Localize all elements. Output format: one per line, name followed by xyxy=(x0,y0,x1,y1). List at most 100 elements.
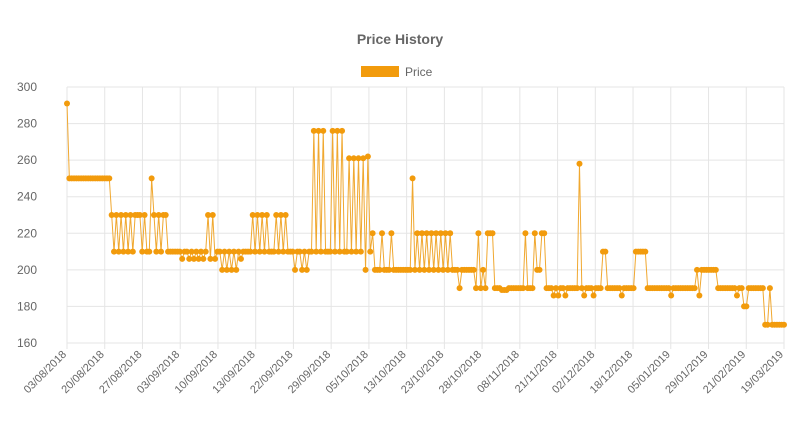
price-point[interactable] xyxy=(146,248,153,255)
price-point[interactable] xyxy=(334,127,341,134)
price-point[interactable] xyxy=(139,248,146,255)
price-point[interactable] xyxy=(176,248,183,255)
price-point[interactable] xyxy=(355,155,362,162)
price-point[interactable] xyxy=(743,303,750,310)
price-point[interactable] xyxy=(473,285,480,292)
price-point[interactable] xyxy=(616,285,623,292)
price-point[interactable] xyxy=(696,292,703,299)
price-point[interactable] xyxy=(531,230,538,237)
price-point[interactable] xyxy=(442,230,449,237)
price-point[interactable] xyxy=(416,266,423,273)
price-point[interactable] xyxy=(256,248,263,255)
price-point[interactable] xyxy=(691,285,698,292)
price-point[interactable] xyxy=(190,255,197,262)
price-point[interactable] xyxy=(712,266,719,273)
price-point[interactable] xyxy=(221,248,228,255)
price-point[interactable] xyxy=(597,285,604,292)
price-point[interactable] xyxy=(148,175,155,182)
price-point[interactable] xyxy=(230,248,237,255)
price-point[interactable] xyxy=(64,100,70,107)
price-point[interactable] xyxy=(590,292,597,299)
price-point[interactable] xyxy=(113,212,120,218)
price-point[interactable] xyxy=(447,230,454,237)
price-point[interactable] xyxy=(522,230,529,237)
price-point[interactable] xyxy=(764,321,771,328)
price-point[interactable] xyxy=(618,292,625,299)
price-point[interactable] xyxy=(336,248,343,255)
price-point[interactable] xyxy=(320,127,327,134)
price-point[interactable] xyxy=(179,255,186,262)
price-point[interactable] xyxy=(205,212,212,218)
price-point[interactable] xyxy=(480,266,487,273)
price-point[interactable] xyxy=(766,285,773,292)
price-point[interactable] xyxy=(317,248,324,255)
price-point[interactable] xyxy=(694,266,701,273)
price-point[interactable] xyxy=(414,230,421,237)
price-point[interactable] xyxy=(376,266,383,273)
price-point[interactable] xyxy=(369,230,376,237)
price-point[interactable] xyxy=(581,292,588,299)
price-point[interactable] xyxy=(440,266,447,273)
price-point[interactable] xyxy=(362,266,369,273)
price-point[interactable] xyxy=(423,230,430,237)
price-point[interactable] xyxy=(379,230,386,237)
price-point[interactable] xyxy=(350,155,357,162)
price-point[interactable] xyxy=(574,285,581,292)
price-point[interactable] xyxy=(668,292,675,299)
price-point[interactable] xyxy=(759,285,766,292)
price-point[interactable] xyxy=(237,255,244,262)
price-point[interactable] xyxy=(433,230,440,237)
price-point[interactable] xyxy=(588,285,595,292)
price-point[interactable] xyxy=(129,248,136,255)
price-point[interactable] xyxy=(343,248,350,255)
price-point[interactable] xyxy=(127,212,134,218)
price-point[interactable] xyxy=(360,155,367,162)
price-point[interactable] xyxy=(357,248,364,255)
price-point[interactable] xyxy=(421,266,428,273)
price-point[interactable] xyxy=(150,212,157,218)
price-point[interactable] xyxy=(315,127,322,134)
price-point[interactable] xyxy=(555,292,562,299)
price-point[interactable] xyxy=(435,266,442,273)
price-point[interactable] xyxy=(475,230,482,237)
price-point[interactable] xyxy=(576,160,583,167)
price-point[interactable] xyxy=(122,212,129,218)
price-point[interactable] xyxy=(529,285,536,292)
price-point[interactable] xyxy=(444,266,451,273)
price-point[interactable] xyxy=(665,285,672,292)
price-point[interactable] xyxy=(550,292,557,299)
price-point[interactable] xyxy=(426,266,433,273)
price-point[interactable] xyxy=(578,285,585,292)
price-point[interactable] xyxy=(437,230,444,237)
price-point[interactable] xyxy=(489,230,496,237)
price-point[interactable] xyxy=(409,175,416,182)
price-point[interactable] xyxy=(223,266,230,273)
price-point[interactable] xyxy=(313,248,320,255)
price-point[interactable] xyxy=(252,248,259,255)
price-point[interactable] xyxy=(106,175,113,182)
price-point[interactable] xyxy=(456,285,463,292)
price-point[interactable] xyxy=(188,248,195,255)
price-point[interactable] xyxy=(277,212,284,218)
price-point[interactable] xyxy=(520,285,527,292)
price-point[interactable] xyxy=(282,212,289,218)
price-point[interactable] xyxy=(162,212,169,218)
price-point[interactable] xyxy=(738,285,745,292)
price-point[interactable] xyxy=(226,248,233,255)
price-point[interactable] xyxy=(308,248,315,255)
price-point[interactable] xyxy=(273,212,280,218)
price-point[interactable] xyxy=(125,248,132,255)
price-point[interactable] xyxy=(219,266,226,273)
price-point[interactable] xyxy=(233,266,240,273)
price-point[interactable] xyxy=(454,266,461,273)
price-point[interactable] xyxy=(299,266,306,273)
price-point[interactable] xyxy=(296,248,303,255)
price-point[interactable] xyxy=(477,285,484,292)
price-point[interactable] xyxy=(552,285,559,292)
price-point[interactable] xyxy=(642,248,649,255)
price-point[interactable] xyxy=(482,285,489,292)
price-point[interactable] xyxy=(327,248,334,255)
price-point[interactable] xyxy=(136,212,143,218)
price-point[interactable] xyxy=(193,248,200,255)
price-point[interactable] xyxy=(120,248,127,255)
